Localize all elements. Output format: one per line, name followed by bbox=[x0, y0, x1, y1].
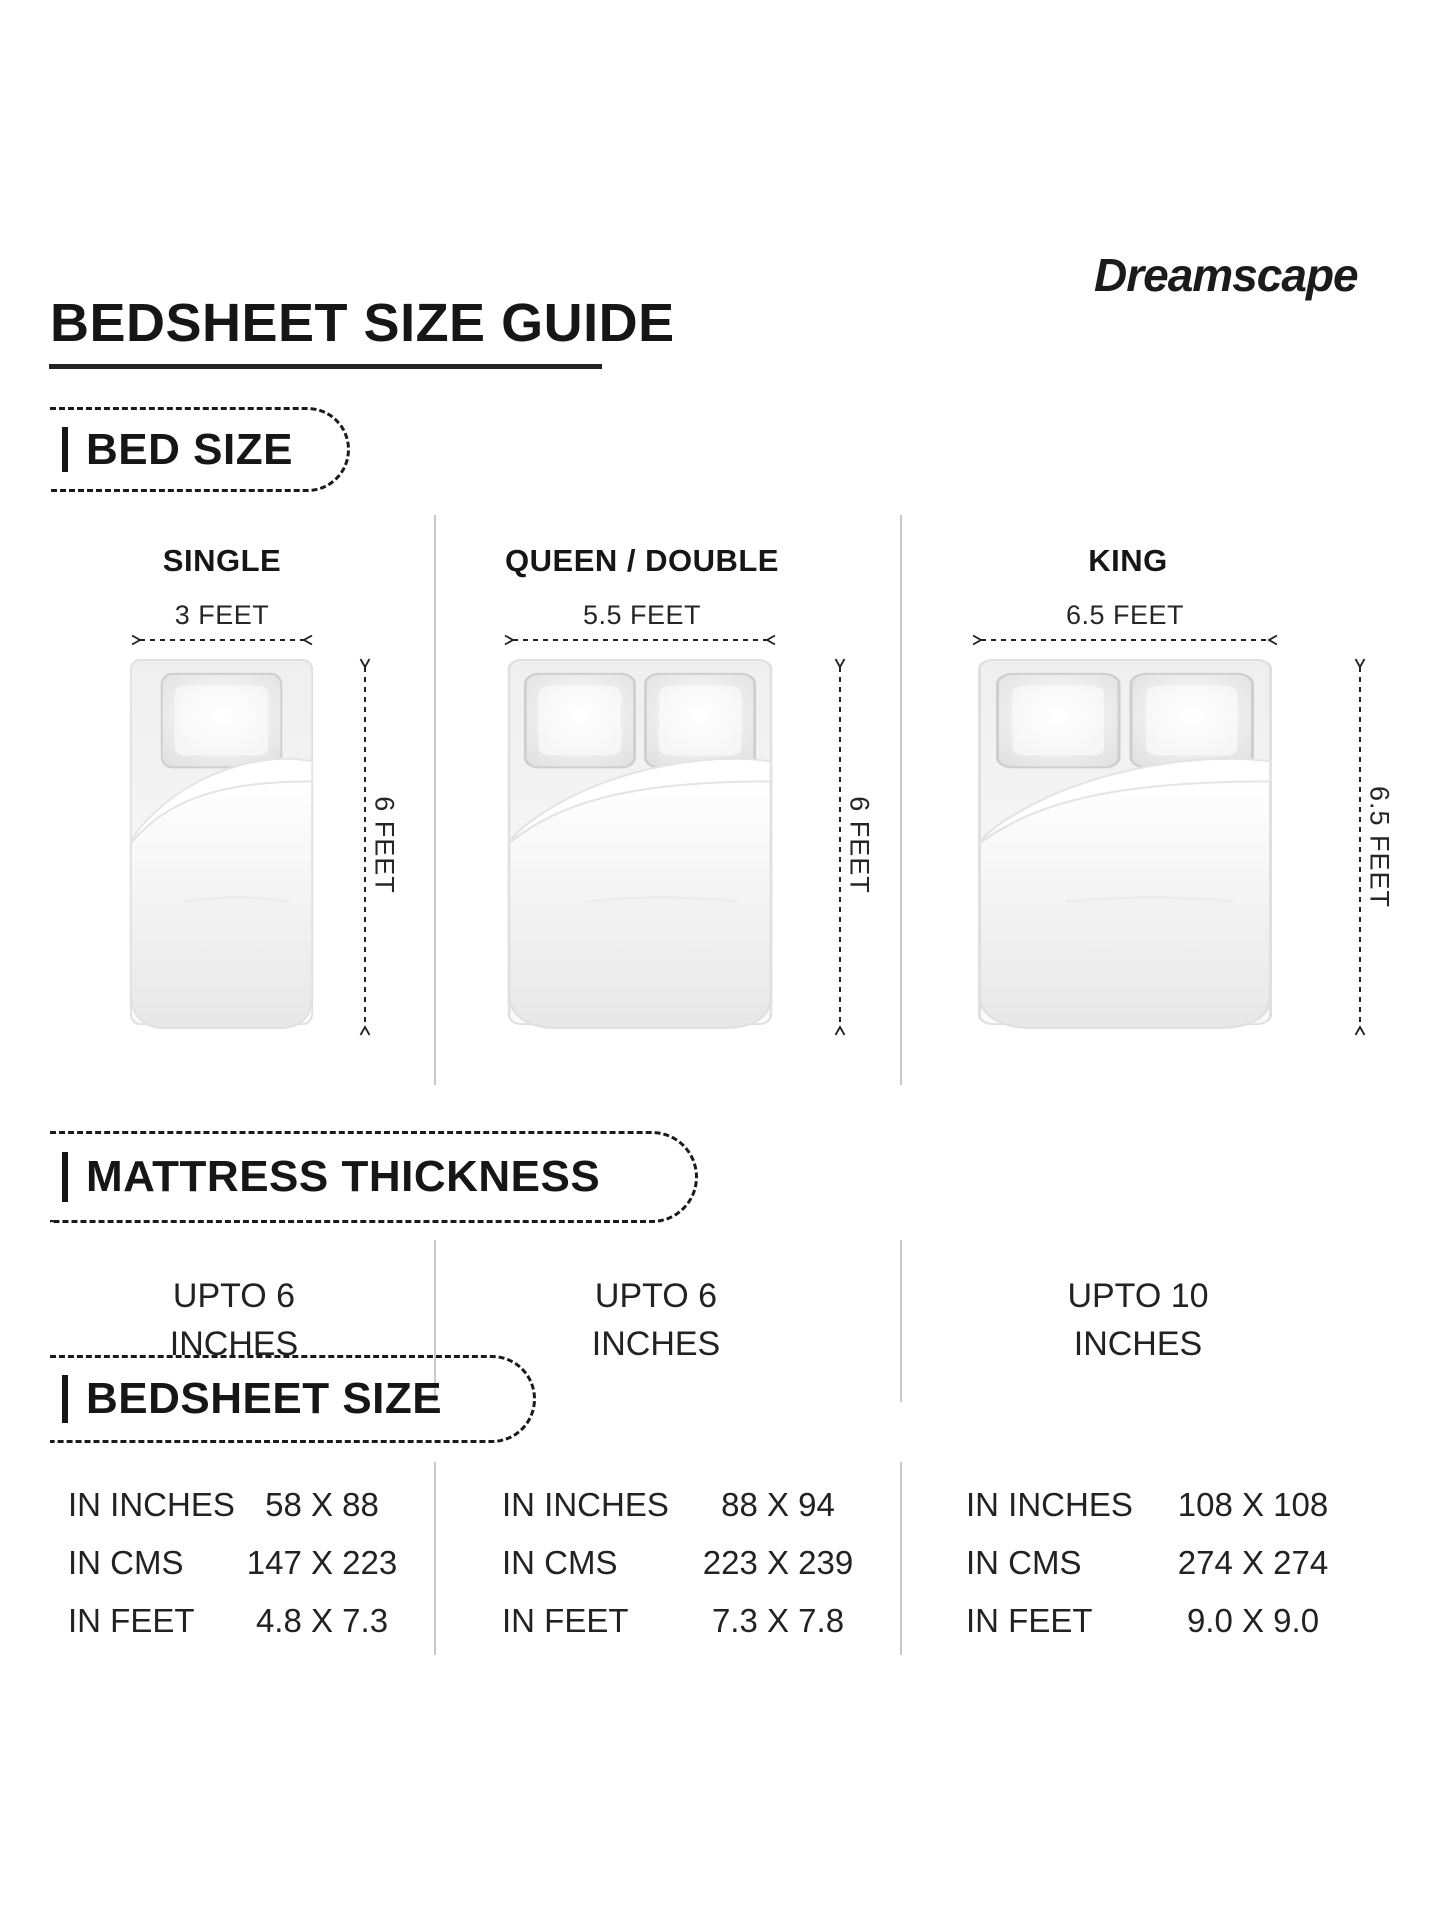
bed-illustration-king bbox=[978, 658, 1272, 1030]
duvet-fold bbox=[129, 757, 314, 844]
brand-logo: Dreamscape bbox=[1094, 249, 1359, 301]
row-label-feet: IN FEET bbox=[68, 1602, 195, 1639]
column-divider bbox=[900, 515, 902, 1085]
mattress-thickness-queen-double: UPTO 6 INCHES bbox=[591, 1277, 721, 1363]
row-label-cms: IN CMS bbox=[502, 1544, 618, 1581]
row-label-inches: IN INCHES bbox=[502, 1486, 669, 1523]
bed-height-label-queen-double: 6 FEET bbox=[844, 796, 875, 894]
page-title: BEDSHEET SIZE GUIDE bbox=[50, 293, 675, 353]
bed-illustration-queen-double bbox=[507, 658, 773, 1030]
value-cms-king: 274 X 274 bbox=[1177, 1544, 1329, 1581]
mattress-thickness-single: UPTO 6 INCHES bbox=[169, 1277, 299, 1363]
column-divider bbox=[434, 1462, 436, 1655]
value-feet-king: 9.0 X 9.0 bbox=[1186, 1602, 1320, 1639]
mattress-thickness-heading: MATTRESS THICKNESS bbox=[86, 1152, 601, 1201]
bed-width-label-queen-double: 5.5 FEET bbox=[582, 600, 702, 630]
row-label-cms: IN CMS bbox=[68, 1544, 184, 1581]
bed-size-heading: BED SIZE bbox=[86, 424, 293, 474]
column-divider bbox=[900, 1240, 902, 1402]
bed-width-label-single: 3 FEET bbox=[174, 600, 270, 630]
vertical-dimension-arrow bbox=[1354, 658, 1366, 1036]
horizontal-dimension-arrow bbox=[504, 634, 776, 646]
pill-accent-bar bbox=[62, 1152, 68, 1202]
section-pill-bed-size: BED SIZE bbox=[50, 407, 350, 492]
row-label-inches: IN INCHES bbox=[68, 1486, 235, 1523]
row-label-cms: IN CMS bbox=[966, 1544, 1082, 1581]
vertical-dimension-arrow bbox=[359, 658, 371, 1036]
row-label-feet: IN FEET bbox=[966, 1602, 1093, 1639]
bedsheet-size-heading: BEDSHEET SIZE bbox=[86, 1374, 443, 1423]
value-cms-queen-double: 223 X 239 bbox=[702, 1544, 854, 1581]
section-pill-mattress-thickness: MATTRESS THICKNESS bbox=[50, 1131, 698, 1223]
value-inches-single: 58 X 88 bbox=[265, 1486, 379, 1523]
horizontal-dimension-arrow bbox=[972, 634, 1278, 646]
column-divider bbox=[434, 515, 436, 1085]
mattress-thickness-king: UPTO 10 INCHES bbox=[1067, 1277, 1209, 1363]
bed-height-label-king: 6.5 FEET bbox=[1364, 785, 1395, 909]
bed-name-single: SINGLE bbox=[162, 543, 282, 578]
pill-accent-bar bbox=[62, 426, 68, 473]
bed-name-king: KING bbox=[1088, 543, 1168, 578]
column-divider bbox=[900, 1462, 902, 1655]
column-divider bbox=[434, 1240, 436, 1402]
bed-height-label-single: 6 FEET bbox=[369, 796, 400, 894]
bed-name-queen-double: QUEEN / DOUBLE bbox=[505, 543, 779, 578]
value-cms-single: 147 X 223 bbox=[246, 1544, 398, 1581]
pill-accent-bar bbox=[62, 1375, 68, 1423]
section-pill-bedsheet-size: BEDSHEET SIZE bbox=[50, 1355, 536, 1443]
value-inches-queen-double: 88 X 94 bbox=[721, 1486, 835, 1523]
bed-illustration-single bbox=[129, 658, 314, 1030]
value-inches-king: 108 X 108 bbox=[1177, 1486, 1329, 1523]
duvet-fold bbox=[507, 757, 773, 844]
value-feet-single: 4.8 X 7.3 bbox=[255, 1602, 389, 1639]
title-underline bbox=[49, 364, 602, 369]
bed-width-label-king: 6.5 FEET bbox=[1065, 600, 1185, 630]
duvet-fold bbox=[978, 757, 1272, 844]
value-feet-queen-double: 7.3 X 7.8 bbox=[711, 1602, 845, 1639]
row-label-feet: IN FEET bbox=[502, 1602, 629, 1639]
horizontal-dimension-arrow bbox=[131, 634, 313, 646]
row-label-inches: IN INCHES bbox=[966, 1486, 1133, 1523]
vertical-dimension-arrow bbox=[834, 658, 846, 1036]
